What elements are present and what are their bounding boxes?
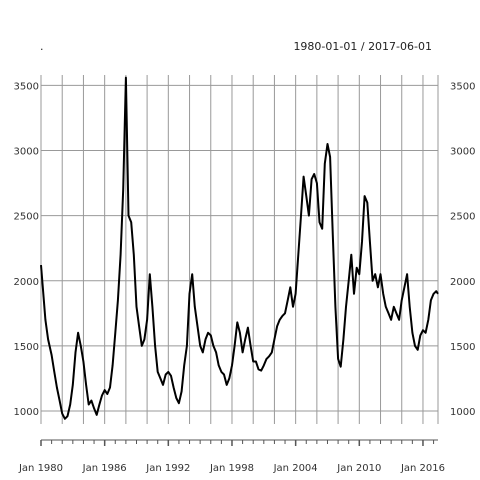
y-tick-label-right: 3000 [450, 147, 475, 158]
x-tick-label: Jan 2016 [400, 463, 445, 474]
y-tick-label-right: 1500 [450, 342, 475, 353]
x-tick-label: Jan 1998 [209, 463, 254, 474]
x-tick-label: Jan 1986 [82, 463, 127, 474]
y-tick-label-left: 1500 [14, 342, 39, 353]
y-tick-label-left: 3500 [14, 81, 39, 92]
x-tick-label: Jan 1980 [18, 463, 63, 474]
y-tick-label-left: 2500 [14, 212, 39, 223]
date-range-label: 1980-01-01 / 2017-06-01 [293, 40, 432, 53]
series-line [40, 76, 439, 420]
y-tick-label-right: 2500 [450, 212, 475, 223]
y-tick-label-right: 3500 [450, 81, 475, 92]
series-layer [40, 76, 439, 420]
x-tick-label: Jan 1992 [145, 463, 190, 474]
x-tick-label: Jan 2004 [273, 463, 318, 474]
grid [40, 75, 439, 424]
y-tick-label-left: 1000 [14, 407, 39, 418]
y-tick-label-right: 2000 [450, 277, 475, 288]
y-tick-label-left: 2000 [14, 277, 39, 288]
y-tick-label-left: 3000 [14, 147, 39, 158]
axes: 1000 1000 1500 1500 2000 2000 2500 2500 3000 3000… [14, 81, 476, 474]
y-tick-label-right: 1000 [450, 407, 475, 418]
chart-title: . [40, 40, 44, 53]
x-tick-label: Jan 2010 [336, 463, 381, 474]
